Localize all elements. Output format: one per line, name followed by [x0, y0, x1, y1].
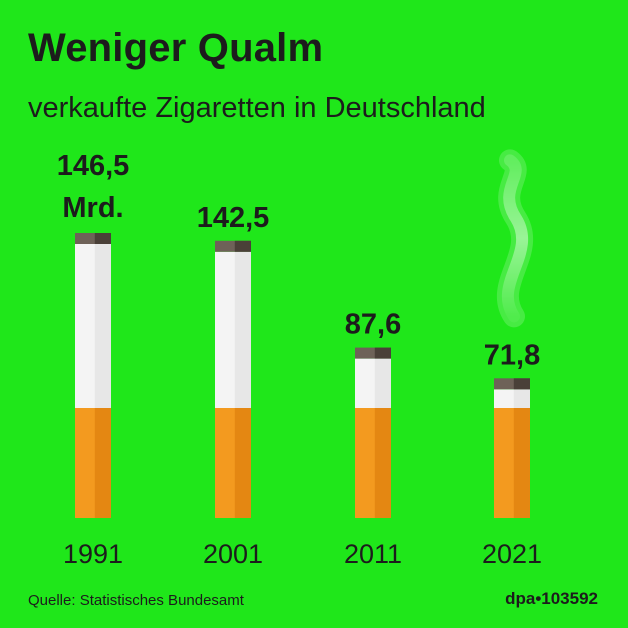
cigarette-bar-1991: [75, 233, 111, 518]
cigarette-ash: [215, 240, 251, 252]
cigarette-paper-shade: [374, 358, 391, 408]
chart-subtitle: verkaufte Zigaretten in Deutschland: [28, 92, 486, 124]
cigarette-ash-shade: [234, 240, 251, 252]
x-tick-label: 2001: [203, 539, 263, 569]
cigarette-bar-2001: [215, 240, 251, 518]
smoke-wisp: [502, 154, 528, 323]
value-label: 71,8: [484, 339, 540, 371]
smoke-icon: [497, 149, 533, 328]
cigarette-paper-shade: [94, 244, 111, 408]
cigarette-filter-shade: [94, 408, 111, 518]
x-tick-label: 2011: [344, 539, 402, 569]
value-label: 146,5: [57, 150, 130, 182]
cigarette-filter-shade: [234, 408, 251, 518]
cigarette-filter-shade: [374, 408, 391, 518]
chart-title: Weniger Qualm: [28, 26, 324, 70]
cigarette-ash-shade: [513, 378, 530, 390]
cigarette-ash: [355, 347, 391, 359]
cigarette-filter-shade: [513, 408, 530, 518]
x-tick-label: 2021: [482, 539, 542, 569]
value-label: 142,5: [197, 202, 270, 234]
source-note: Quelle: Statistisches Bundesamt: [28, 592, 244, 609]
cigarette-ash-shade: [374, 347, 391, 359]
cigarette-bar-2021: [494, 378, 530, 518]
unit-label: Mrd.: [62, 192, 123, 224]
cigarette-ash: [494, 378, 530, 390]
cigarette-ash-shade: [94, 233, 111, 244]
value-label: 87,6: [345, 309, 401, 341]
cigarette-ash: [75, 233, 111, 244]
cigarette-paper-shade: [513, 389, 530, 408]
cigarette-bar-2011: [355, 347, 391, 518]
cigarette-paper-shade: [234, 251, 251, 408]
smoke-haze: [497, 149, 533, 328]
dpa-credit: dpa•103592: [505, 589, 598, 608]
x-tick-label: 1991: [63, 539, 123, 569]
